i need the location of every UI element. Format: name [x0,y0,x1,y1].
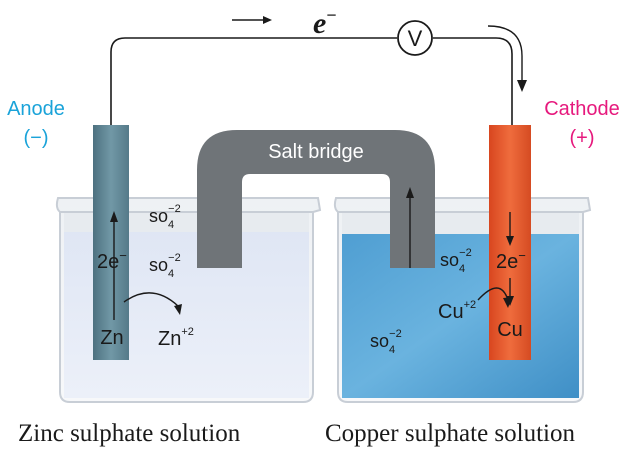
anode-sign: (−) [24,127,49,149]
copper-sulphate-solution [342,232,579,398]
copper-ion-arrow-icon [477,287,512,308]
current-arrow-icon [487,25,527,92]
sulphate-label: so4−2 [440,247,472,275]
electron-symbol: e− [313,5,337,40]
sulphate-label: so4−2 [370,328,402,356]
salt-bridge [197,130,435,268]
voltmeter-label: V [408,26,423,51]
zinc-electrons: 2e− [97,248,127,273]
zinc-electron-arrow-icon [110,211,118,320]
copper-beaker [333,197,592,403]
zinc-ion-arrow-icon [123,292,182,315]
zinc-ion-label: Zn+2 [158,326,194,350]
cathode-sign: (+) [570,127,595,149]
sulphate-label: so4−2 [149,252,181,280]
salt-bridge-label: Salt bridge [268,141,364,163]
zinc-electrode [93,125,129,360]
anode-title: Anode [7,98,65,120]
sulphate-label: so4−2 [149,203,181,231]
bridge-ion-arrow-icon [406,187,414,268]
zinc-metal-label: Zn [100,327,123,349]
copper-metal-label: Cu [497,319,523,341]
copper-electrons: 2e− [496,248,526,273]
voltmeter-icon [397,20,433,56]
external-wire [110,37,513,125]
copper-solution-caption: Copper sulphate solution [325,420,575,447]
electron-flow-arrow-icon [232,16,272,24]
zinc-solution-caption: Zinc sulphate solution [18,420,241,447]
cathode-title: Cathode [544,98,620,120]
copper-ion-label: Cu+2 [438,299,476,323]
